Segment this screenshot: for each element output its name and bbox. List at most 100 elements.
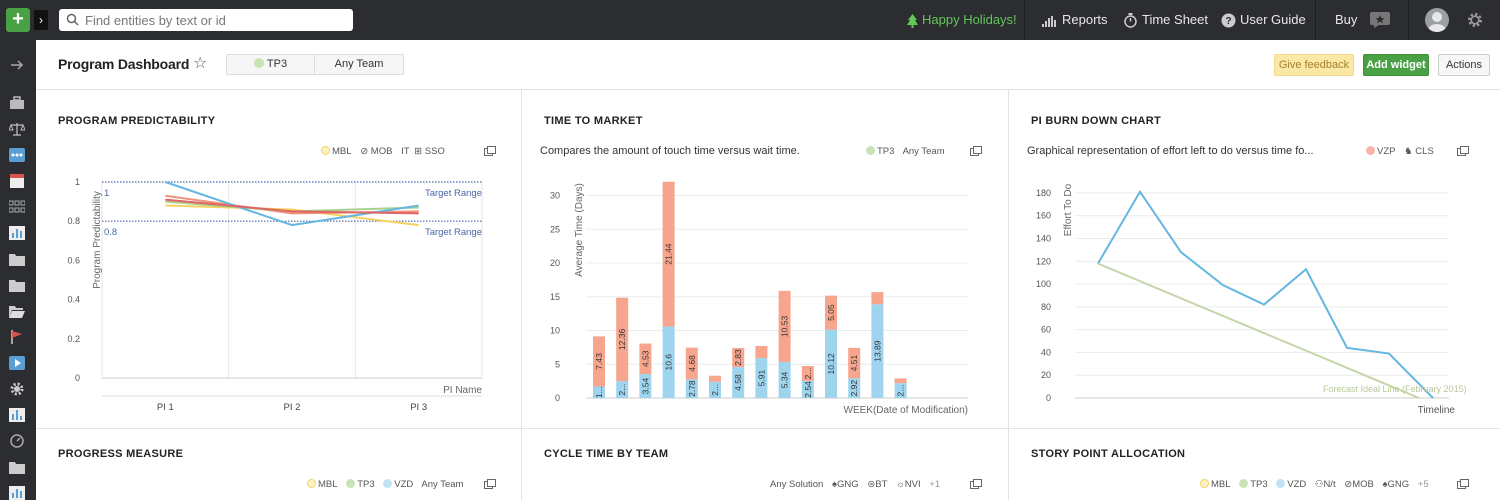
arrow-right-icon[interactable]	[9, 58, 25, 72]
bar-wait	[709, 375, 721, 382]
reports-label: Reports	[1062, 12, 1108, 27]
legend-label: Any Team	[902, 146, 945, 157]
folder-icon[interactable]	[9, 278, 25, 292]
y-tick-label: 80	[1041, 302, 1051, 312]
play-icon[interactable]	[9, 356, 25, 370]
band-tag: 0.8	[104, 227, 117, 238]
create-button[interactable]: +	[6, 8, 30, 32]
bar-label: 5.05	[826, 304, 836, 321]
spade-icon: ♠	[831, 479, 838, 490]
bar-touch	[685, 379, 698, 398]
chat-icon[interactable]	[1370, 12, 1392, 28]
x-axis-label: PI Name	[443, 385, 482, 396]
bar-label: 4.58	[733, 374, 743, 391]
user-guide-link[interactable]: ? User Guide	[1221, 0, 1306, 40]
expand-icon[interactable]	[484, 146, 496, 156]
folder-icon[interactable]	[9, 252, 25, 266]
program-color-dot	[253, 58, 264, 68]
bar-label: 7.43	[594, 353, 604, 370]
holiday-link[interactable]: Happy Holidays!	[907, 0, 1017, 40]
widget-title: PROGRAM PREDICTABILITY	[58, 115, 216, 127]
y-tick-label: 60	[1041, 325, 1051, 335]
gear-icon[interactable]	[1467, 12, 1483, 28]
legend-label: MBL	[332, 146, 352, 157]
nvi-icon: ☼	[896, 479, 905, 490]
add-widget-button[interactable]: Add widget	[1363, 54, 1429, 76]
expand-icon[interactable]	[1457, 146, 1469, 156]
ideal-line-label: Forecast Ideal Line (February 2015)	[1323, 384, 1467, 394]
widget-title: CYCLE TIME BY TEAM	[544, 448, 669, 460]
star-icon[interactable]: ☆	[193, 55, 208, 72]
folder-icon[interactable]	[9, 460, 25, 474]
burn-down-chart: 0 20 40 60 80 100 120 140 160 180 Effort To Do Time…	[1036, 183, 1467, 416]
settings-icon[interactable]	[9, 382, 25, 396]
context-filter[interactable]: TP3 Any Team	[226, 54, 404, 75]
team-icon: ⚇	[1314, 479, 1324, 490]
legend-dot	[1366, 146, 1375, 155]
bar-wait	[755, 345, 768, 359]
legend-label: IT	[401, 146, 410, 157]
mob-icon: ⊘	[1344, 479, 1353, 490]
folder-open-icon[interactable]	[9, 304, 25, 318]
buy-link[interactable]: Buy	[1335, 0, 1357, 40]
expand-icon[interactable]	[484, 479, 496, 489]
actions-button[interactable]: Actions	[1438, 54, 1490, 76]
calendar-icon[interactable]	[9, 174, 25, 188]
bar-wait	[825, 295, 837, 330]
target-range-label: Target Range	[425, 188, 482, 199]
bar-label: 2...	[710, 384, 720, 396]
reports-link[interactable]: Reports	[1042, 0, 1108, 40]
timesheet-link[interactable]: Time Sheet	[1123, 0, 1208, 40]
scales-icon[interactable]	[9, 122, 25, 136]
report-icon[interactable]	[9, 486, 25, 500]
y-tick-label: 100	[1036, 279, 1051, 289]
timesheet-label: Time Sheet	[1142, 12, 1208, 27]
bar-label: 2...	[617, 384, 627, 396]
legend-more[interactable]: +1	[929, 479, 941, 490]
chevron-right-icon[interactable]: ›	[34, 10, 48, 30]
team-filter[interactable]: Any Team	[334, 58, 384, 70]
widget-title: STORY POINT ALLOCATION	[1031, 448, 1186, 460]
bar-label: 10.53	[780, 316, 790, 338]
bar-label: 4.68	[687, 355, 697, 372]
expand-icon[interactable]	[970, 479, 982, 489]
legend-label: VZD	[1287, 479, 1307, 490]
sso-icon: ⊞	[414, 146, 423, 157]
expand-icon[interactable]	[970, 146, 982, 156]
briefcase-icon[interactable]	[9, 96, 25, 110]
bar-label: 10.6	[664, 354, 674, 371]
program-filter[interactable]: TP3	[227, 55, 315, 74]
bar-touch	[894, 383, 907, 398]
y-tick-label: 0.8	[67, 216, 80, 226]
chart-icon[interactable]	[9, 408, 25, 422]
band-tag: 1	[104, 188, 109, 199]
board-icon[interactable]	[9, 148, 25, 162]
effort-line	[1097, 189, 1434, 399]
legend-label: TP3	[357, 479, 375, 490]
legend-label: MBL	[1211, 479, 1231, 490]
expand-icon[interactable]	[1457, 479, 1469, 489]
widget-title: PI BURN DOWN CHART	[1031, 115, 1162, 127]
y-tick-label: 25	[550, 224, 560, 234]
avatar[interactable]	[1425, 8, 1449, 32]
grid-icon[interactable]	[9, 200, 25, 214]
widget-legend: Any Solution ♠GNG ⊜BT ☼NVI +1	[770, 479, 946, 490]
cls-icon: ♞	[1404, 146, 1413, 157]
gauge-icon[interactable]	[9, 434, 25, 448]
search-input[interactable]	[85, 11, 345, 29]
widget-legend: MBL TP3 VZD Any Team	[307, 479, 469, 490]
y-tick-label: 0	[555, 393, 560, 403]
legend-more[interactable]: +5	[1417, 479, 1429, 490]
divider	[1024, 0, 1025, 40]
flag-icon[interactable]	[9, 330, 25, 344]
legend-dot	[1276, 479, 1286, 488]
legend-dot	[383, 479, 393, 488]
legend-dot	[1200, 479, 1209, 488]
y-tick-label: 20	[1041, 370, 1051, 380]
bar-touch	[639, 374, 652, 398]
search-box[interactable]	[59, 9, 353, 31]
legend-label: GNG	[837, 479, 859, 490]
give-feedback-button[interactable]: Give feedback	[1274, 54, 1354, 76]
bar-wait	[778, 290, 791, 362]
report-icon[interactable]	[9, 226, 25, 240]
